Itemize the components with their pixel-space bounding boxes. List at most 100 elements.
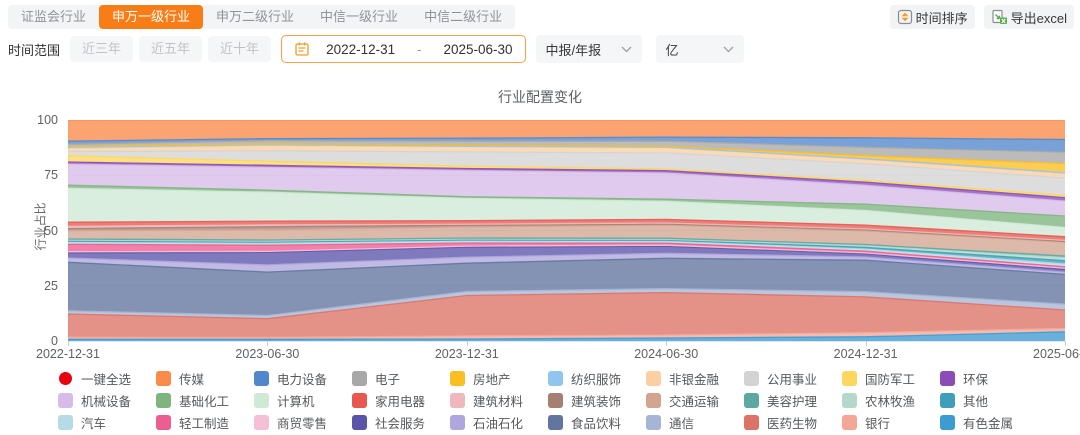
legend-item-13[interactable]: 建筑材料 <box>450 393 548 409</box>
legend-label: 其他 <box>963 395 989 409</box>
y-tick-50: 50 <box>44 223 58 238</box>
legend-swatch-icon <box>254 393 269 408</box>
legend-item-17[interactable]: 农林牧渔 <box>842 393 940 409</box>
chevron-down-icon <box>715 46 734 53</box>
legend-label: 基础化工 <box>179 395 230 409</box>
x-tick-5: 2025-06-30 <box>1033 347 1080 361</box>
tab-1[interactable]: 申万一级行业 <box>99 5 204 29</box>
legend-item-8[interactable]: 环保 <box>940 371 1038 387</box>
legend-label: 商贸零售 <box>277 417 328 431</box>
toolbar-top: 证监会行业 申万一级行业 申万二级行业 中信一级行业 中信二级行业 时间排序 <box>8 5 1074 29</box>
y-tick-0: 0 <box>51 334 58 348</box>
legend-item-25[interactable]: 通信 <box>646 415 744 431</box>
legend-label: 电子 <box>375 373 401 387</box>
x-tick-mark-1 <box>267 341 269 346</box>
legend-swatch-icon <box>254 415 269 430</box>
excel-export-icon <box>991 9 1008 25</box>
legend-swatch-icon <box>842 371 857 386</box>
legend-label: 轻工制造 <box>179 417 230 431</box>
legend-item-19[interactable]: 汽车 <box>58 415 156 431</box>
legend-item-2[interactable]: 电子 <box>352 371 450 387</box>
chevron-down-icon <box>613 46 632 53</box>
legend-swatch-icon <box>842 393 857 408</box>
legend-item-14[interactable]: 建筑装饰 <box>548 393 646 409</box>
legend-label: 建筑装饰 <box>571 395 622 409</box>
legend-swatch-icon <box>352 415 367 430</box>
time-sort-label: 时间排序 <box>915 10 968 26</box>
legend-swatch-icon <box>254 371 269 386</box>
legend-item-22[interactable]: 社会服务 <box>352 415 450 431</box>
legend-swatch-icon <box>58 393 73 408</box>
legend-item-20[interactable]: 轻工制造 <box>156 415 254 431</box>
legend-item-16[interactable]: 美容护理 <box>744 393 842 409</box>
x-tick-1: 2023-06-30 <box>235 347 300 361</box>
tab-4[interactable]: 中信二级行业 <box>424 9 503 24</box>
industry-tab-bar: 证监会行业 申万一级行业 申万二级行业 中信一级行业 中信二级行业 <box>8 5 516 29</box>
legend-label: 交通运输 <box>669 395 720 409</box>
legend-swatch-icon <box>156 415 171 430</box>
legend-item-9[interactable]: 机械设备 <box>58 393 156 409</box>
legend-item-7[interactable]: 国防军工 <box>842 371 940 387</box>
legend-swatch-icon <box>646 415 661 430</box>
date-separator: - <box>417 41 422 57</box>
range-10y-button[interactable]: 近十年 <box>208 36 272 62</box>
stacked-area-chart[interactable] <box>68 120 1065 341</box>
date-range-picker[interactable]: 2022-12-31 - 2025-06-30 <box>281 35 526 63</box>
legend-label: 传媒 <box>179 373 205 387</box>
legend-swatch-icon <box>744 415 759 430</box>
legend-label: 纺织服饰 <box>571 373 622 387</box>
legend-select-all[interactable]: 一键全选 <box>58 371 156 387</box>
legend-item-5[interactable]: 非银金融 <box>646 371 744 387</box>
legend-item-28[interactable]: 有色金属 <box>940 415 1038 431</box>
legend-label: 电力设备 <box>277 373 328 387</box>
legend-swatch-icon <box>842 415 857 430</box>
legend-item-3[interactable]: 房地产 <box>450 371 548 387</box>
legend-label: 公用事业 <box>767 373 818 387</box>
legend-item-10[interactable]: 基础化工 <box>156 393 254 409</box>
tab-0[interactable]: 证监会行业 <box>21 9 87 24</box>
x-tick-3: 2024-06-30 <box>634 347 699 361</box>
legend-swatch-icon <box>940 415 955 430</box>
legend-item-1[interactable]: 电力设备 <box>254 371 352 387</box>
legend-item-23[interactable]: 石油石化 <box>450 415 548 431</box>
legend-swatch-icon <box>548 371 563 386</box>
export-excel-button[interactable]: 导出excel <box>983 5 1074 29</box>
legend-label: 国防军工 <box>865 373 916 387</box>
export-excel-label: 导出excel <box>1010 10 1067 26</box>
tab-3[interactable]: 中信一级行业 <box>320 9 399 24</box>
legend-swatch-icon <box>548 393 563 408</box>
chart-legend: 一键全选 传媒 电力设备 电子 房地产 纺织服饰 非银金融 公用事业 国防军工 环保机械设备 基础化… <box>58 371 1038 431</box>
x-tick-0: 2022-12-31 <box>36 347 100 361</box>
y-tick-25: 25 <box>44 278 58 293</box>
legend-item-11[interactable]: 计算机 <box>254 393 352 409</box>
report-type-select[interactable]: 中报/年报 <box>535 35 642 63</box>
legend-item-18[interactable]: 其他 <box>940 393 1038 409</box>
unit-select[interactable]: 亿 <box>655 35 744 63</box>
legend-item-6[interactable]: 公用事业 <box>744 371 842 387</box>
x-tick-mark-0 <box>68 341 69 346</box>
legend-swatch-icon <box>352 371 367 386</box>
legend-item-0[interactable]: 传媒 <box>156 371 254 387</box>
x-tick-mark-5 <box>1065 341 1066 346</box>
legend-item-15[interactable]: 交通运输 <box>646 393 744 409</box>
x-tick-mark-4 <box>865 341 867 346</box>
date-start-value: 2022-12-31 <box>326 41 396 57</box>
range-3y-button[interactable]: 近三年 <box>70 36 134 62</box>
legend-item-26[interactable]: 医药生物 <box>744 415 842 431</box>
tab-2[interactable]: 申万二级行业 <box>216 9 295 24</box>
legend-item-12[interactable]: 家用电器 <box>352 393 450 409</box>
legend-item-21[interactable]: 商贸零售 <box>254 415 352 431</box>
calendar-icon <box>294 41 326 57</box>
x-tick-2: 2023-12-31 <box>434 347 499 361</box>
range-5y-button[interactable]: 近五年 <box>139 36 203 62</box>
time-range-label: 时间范围 <box>8 42 61 58</box>
legend-label: 房地产 <box>473 373 511 387</box>
legend-item-27[interactable]: 银行 <box>842 415 940 431</box>
legend-item-4[interactable]: 纺织服饰 <box>548 371 646 387</box>
select-all-dot-icon <box>59 372 72 385</box>
legend-swatch-icon <box>940 393 955 408</box>
x-tick-mark-2 <box>466 341 468 346</box>
legend-item-24[interactable]: 食品饮料 <box>548 415 646 431</box>
time-sort-button[interactable]: 时间排序 <box>889 5 975 29</box>
